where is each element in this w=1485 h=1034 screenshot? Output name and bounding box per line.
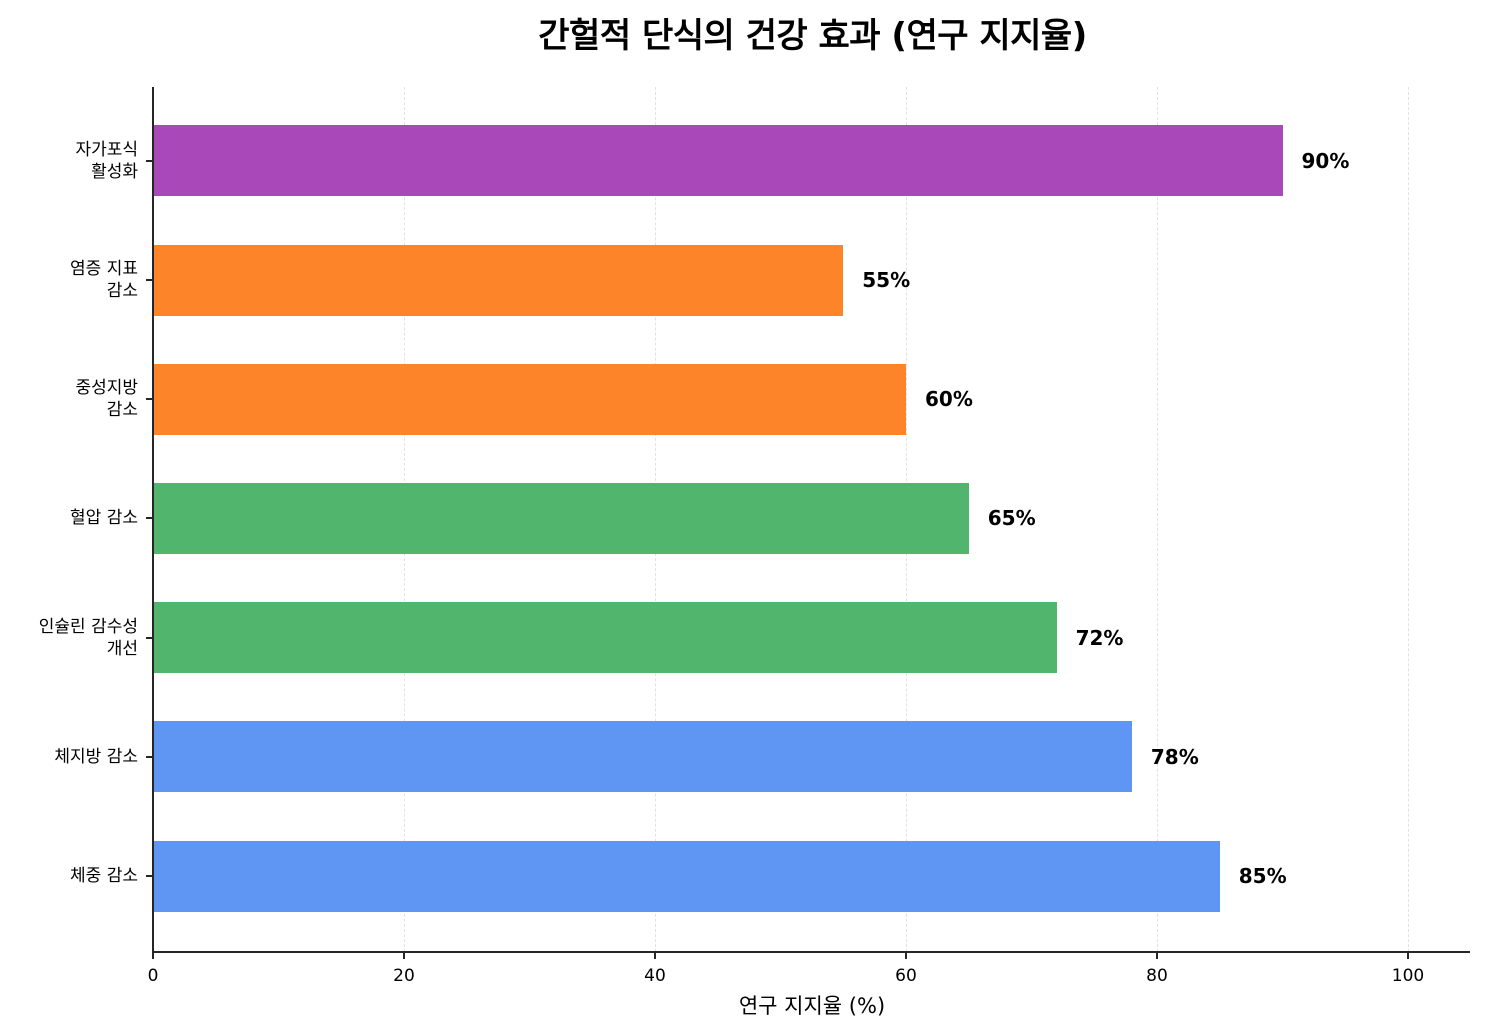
y-tick-mark	[146, 755, 153, 758]
x-tick-mark	[403, 952, 405, 959]
y-tick-label: 중성지방 감소	[75, 378, 138, 421]
x-tick-label: 100	[1391, 966, 1425, 986]
bar-value-label: 55%	[862, 268, 911, 292]
bar[interactable]	[154, 244, 844, 316]
x-tick-mark	[1407, 952, 1409, 959]
x-tick-label: 60	[895, 966, 917, 986]
bar[interactable]	[154, 602, 1057, 674]
x-axis-line	[152, 951, 1470, 953]
bar-value-label: 78%	[1150, 744, 1199, 769]
y-tick-label: 혈압 감소	[70, 508, 138, 529]
x-tick-mark	[654, 952, 656, 959]
gridline	[1157, 87, 1158, 952]
bar[interactable]	[154, 721, 1132, 793]
y-tick-label: 체지방 감소	[54, 746, 138, 767]
chart-title: 간헐적 단식의 건강 효과 (연구 지지율)	[538, 16, 1087, 56]
x-tick-label: 20	[393, 966, 415, 986]
bar-value-label: 90%	[1301, 148, 1350, 173]
bar[interactable]	[154, 482, 969, 554]
x-tick-mark	[1156, 952, 1158, 959]
y-tick-mark	[146, 517, 153, 520]
bar[interactable]	[154, 125, 1283, 197]
y-axis-line	[152, 87, 154, 953]
bar[interactable]	[154, 363, 906, 435]
bar[interactable]	[154, 840, 1220, 912]
y-tick-mark	[146, 875, 153, 877]
y-tick-mark	[146, 279, 153, 281]
y-tick-label: 자가포식 활성화	[75, 139, 138, 182]
x-tick-mark	[905, 952, 907, 959]
y-tick-label: 인슐린 감수성 개선	[38, 616, 138, 659]
y-tick-mark	[146, 398, 153, 401]
x-axis-label: 연구 지지율 (%)	[738, 994, 886, 1018]
y-tick-mark	[146, 159, 153, 162]
x-tick-label: 0	[147, 966, 159, 986]
y-tick-label: 체중 감소	[70, 866, 138, 886]
gridline	[1408, 87, 1409, 952]
y-tick-mark	[146, 636, 153, 639]
bar-value-label: 60%	[925, 387, 973, 412]
bar-value-label: 72%	[1075, 625, 1124, 650]
bar-value-label: 85%	[1238, 864, 1287, 888]
bar-value-label: 65%	[987, 506, 1036, 531]
x-tick-label: 80	[1146, 966, 1168, 986]
x-tick-label: 40	[644, 966, 666, 986]
y-tick-label: 염증 지표 감소	[70, 259, 138, 301]
x-tick-mark	[152, 952, 154, 959]
